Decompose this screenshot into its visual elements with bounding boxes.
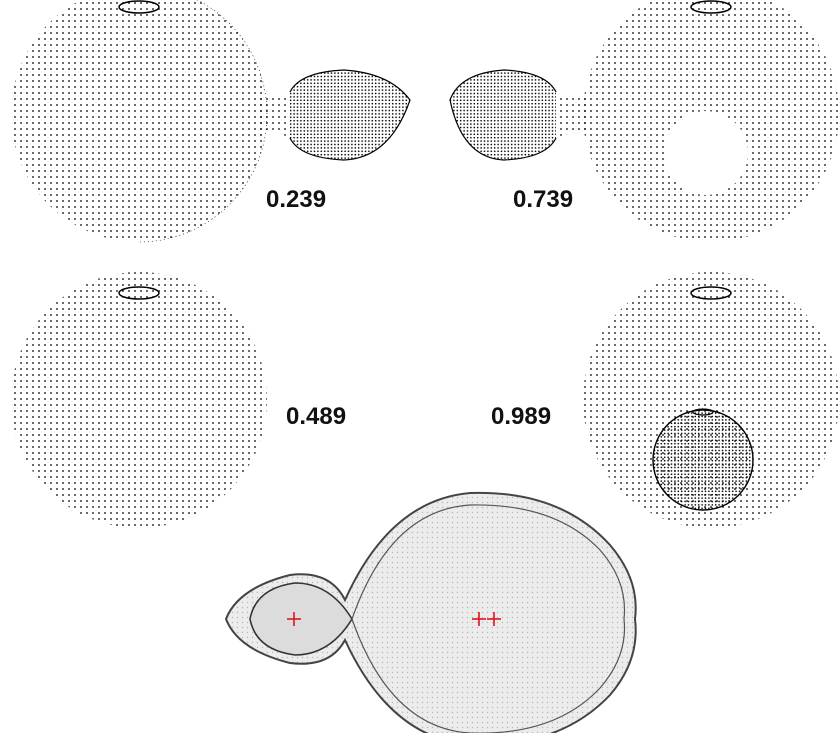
neck-bridge [258,92,290,138]
primary-star [11,272,267,528]
neck-bridge [556,92,590,138]
roche-lobe-cross-section [226,493,636,733]
phase-view-0739 [450,0,838,242]
phase-label-0239: 0.239 [266,188,326,212]
primary-star [11,0,267,242]
phase-label-0739: 0.739 [513,188,573,212]
phase-view-0989 [583,272,838,528]
occulted-spot [664,111,748,195]
phase-label-0489: 0.489 [286,405,346,429]
secondary-star [450,70,556,160]
phase-label-0989: 0.989 [491,405,551,429]
phase-view-0489 [11,272,267,528]
phase-view-0239 [11,0,410,242]
